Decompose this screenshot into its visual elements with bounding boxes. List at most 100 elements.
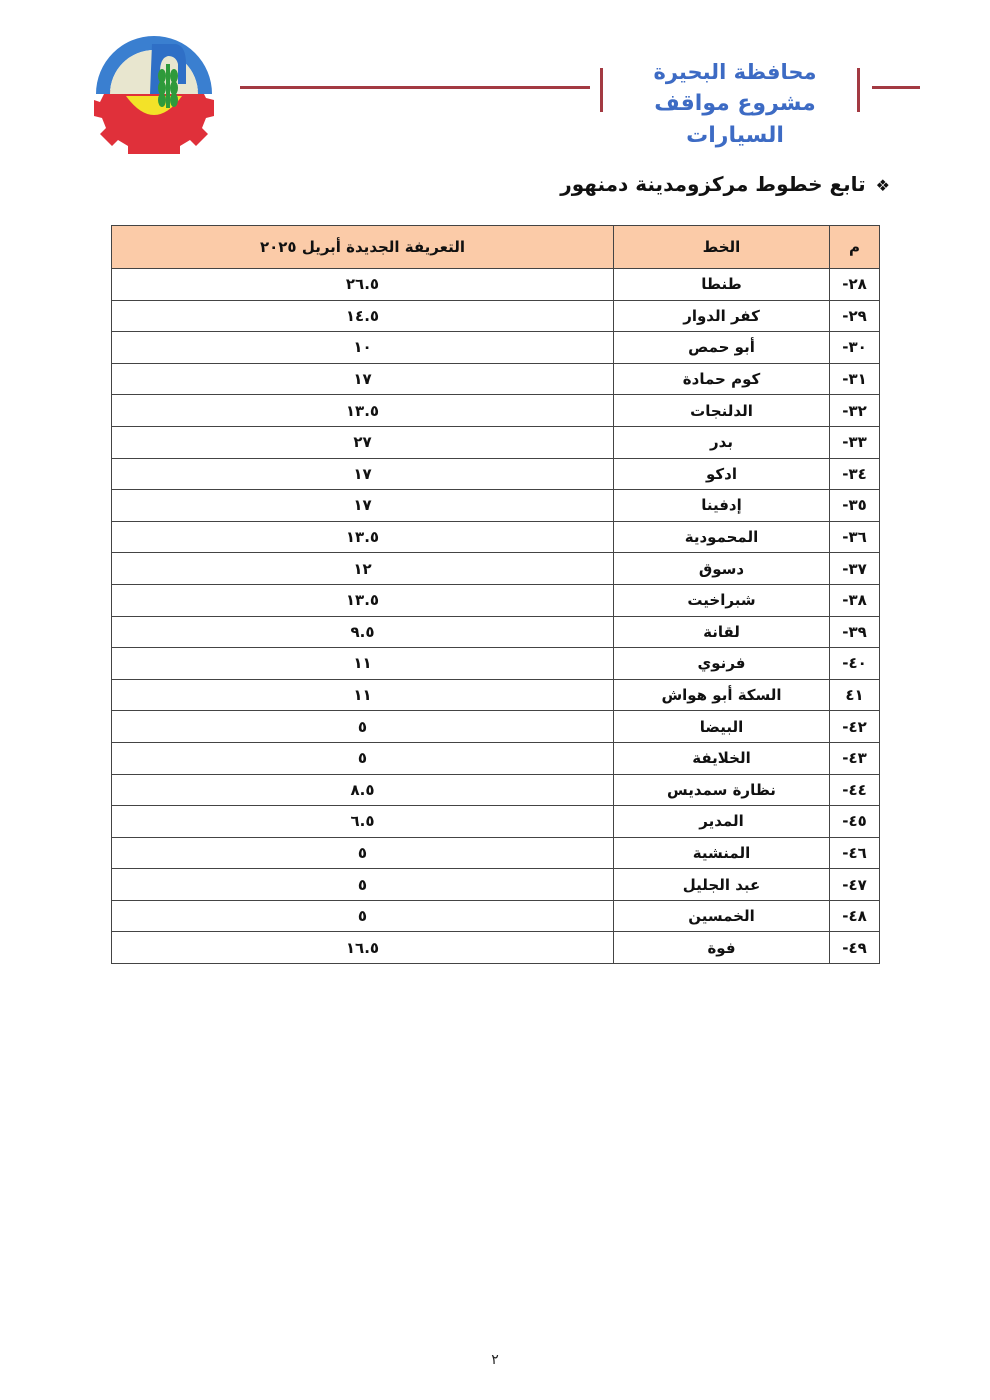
organization-title: محافظة البحيرة مشروع مواقف السيارات	[612, 56, 858, 152]
cell-tariff: ٦.٥	[111, 805, 614, 838]
table-row: ٤٢- البيضا ٥	[111, 710, 880, 743]
col-header-tariff: التعريفة الجديدة أبريل ٢٠٢٥	[111, 225, 614, 269]
cell-tariff: ١٠	[111, 331, 614, 364]
cell-tariff: ٥	[111, 899, 614, 933]
cell-line: ادكو	[613, 457, 830, 491]
cell-line: شبراخيت	[613, 583, 830, 617]
cell-tariff: ١٤.٥	[111, 299, 614, 333]
cell-line: فوة	[613, 931, 830, 965]
cell-line: طنطا	[613, 268, 830, 301]
cell-line: المدير	[613, 805, 830, 838]
cell-tariff: ١٦.٥	[111, 931, 614, 965]
cell-tariff: ٥	[111, 710, 614, 743]
cell-num: ٣١-	[829, 362, 880, 396]
col-header-line: الخط	[613, 225, 830, 269]
col-header-number: م	[829, 225, 880, 269]
table-row: ٣٣- بدر ٢٧	[111, 425, 880, 459]
cell-tariff: ٢٧	[111, 425, 614, 459]
cell-line: عبد الجليل	[613, 868, 830, 901]
cell-num: ٣٠-	[829, 331, 880, 364]
cell-line: كفر الدوار	[613, 299, 830, 333]
cell-num: ٢٩-	[829, 299, 880, 333]
cell-num: ٤٦-	[829, 836, 880, 870]
table-row: ٣٧- دسوق ١٢	[111, 552, 880, 585]
cell-line: البيضا	[613, 710, 830, 743]
cell-tariff: ٩.٥	[111, 615, 614, 649]
cell-num: ٤٣-	[829, 741, 880, 775]
cell-tariff: ١١	[111, 647, 614, 680]
section-heading: ❖ تابع خطوط مركزومدينة دمنهور	[560, 172, 890, 196]
table-row: ٣٢- الدلنجات ١٣.٥	[111, 394, 880, 427]
cell-tariff: ٥	[111, 836, 614, 870]
cell-line: الدلنجات	[613, 394, 830, 427]
cell-tariff: ٨.٥	[111, 773, 614, 807]
org-line-1: محافظة البحيرة	[653, 60, 817, 84]
header-divider-left	[600, 68, 603, 112]
header-divider-right	[857, 68, 860, 112]
table-row: ٤١ السكة أبو هواش ١١	[111, 678, 880, 712]
cell-line: أبو حمص	[613, 331, 830, 364]
cell-tariff: ١٣.٥	[111, 394, 614, 427]
cell-num: ٤١	[829, 678, 880, 712]
header-rule-right	[872, 86, 920, 89]
cell-line: بدر	[613, 425, 830, 459]
cell-num: ٣٥-	[829, 489, 880, 522]
cell-tariff: ٥	[111, 868, 614, 901]
cell-tariff: ١٧	[111, 489, 614, 522]
table-row: ٤٨- الخمسين ٥	[111, 899, 880, 933]
cell-line: لقانة	[613, 615, 830, 649]
table-row: ٣٥- إدفينا ١٧	[111, 489, 880, 522]
cell-tariff: ٥	[111, 741, 614, 775]
cell-num: ٤٤-	[829, 773, 880, 807]
cell-num: ٤٧-	[829, 868, 880, 901]
beheira-governorate-logo	[94, 36, 214, 154]
table-row: ٤٥- المدير ٦.٥	[111, 805, 880, 838]
page-number: ٢	[491, 1352, 499, 1368]
cell-line: نظارة سمديس	[613, 773, 830, 807]
table-row: ٢٨- طنطا ٢٦.٥	[111, 268, 880, 301]
cell-line: السكة أبو هواش	[613, 678, 830, 712]
org-line-2: مشروع مواقف السيارات	[654, 91, 816, 148]
table-row: ٣٨- شبراخيت ١٣.٥	[111, 583, 880, 617]
cell-line: دسوق	[613, 552, 830, 585]
cell-line: المنشية	[613, 836, 830, 870]
cell-num: ٣٧-	[829, 552, 880, 585]
table-row: ٤٤- نظارة سمديس ٨.٥	[111, 773, 880, 807]
cell-num: ٣٤-	[829, 457, 880, 491]
tariff-table: م الخط التعريفة الجديدة أبريل ٢٠٢٥ ٢٨- طن…	[111, 225, 880, 965]
table-row: ٣٠- أبو حمص ١٠	[111, 331, 880, 364]
table-row: ٤٠- فرنوي ١١	[111, 647, 880, 680]
table-row: ٣٩- لقانة ٩.٥	[111, 615, 880, 649]
cell-num: ٣٩-	[829, 615, 880, 649]
cell-tariff: ٢٦.٥	[111, 268, 614, 301]
table-header-row: م الخط التعريفة الجديدة أبريل ٢٠٢٥	[111, 225, 880, 269]
table-row: ٣١- كوم حمادة ١٧	[111, 362, 880, 396]
cell-num: ٤٥-	[829, 805, 880, 838]
cell-line: الخلايفة	[613, 741, 830, 775]
table-row: ٤٦- المنشية ٥	[111, 836, 880, 870]
table-row: ٢٩- كفر الدوار ١٤.٥	[111, 299, 880, 333]
cell-tariff: ١٢	[111, 552, 614, 585]
cell-line: المحمودية	[613, 520, 830, 554]
cell-tariff: ١٣.٥	[111, 583, 614, 617]
cell-line: إدفينا	[613, 489, 830, 522]
cell-num: ٤٩-	[829, 931, 880, 965]
table-row: ٤٩- فوة ١٦.٥	[111, 931, 880, 965]
cell-tariff: ١٧	[111, 362, 614, 396]
header-rule-left	[240, 86, 590, 89]
cell-num: ٣٣-	[829, 425, 880, 459]
table-row: ٣٦- المحمودية ١٣.٥	[111, 520, 880, 554]
cell-num: ٣٨-	[829, 583, 880, 617]
section-title: تابع خطوط مركزومدينة دمنهور	[560, 172, 866, 196]
table-row: ٤٧- عبد الجليل ٥	[111, 868, 880, 901]
cell-line: كوم حمادة	[613, 362, 830, 396]
cell-num: ٢٨-	[829, 268, 880, 301]
cell-tariff: ١٣.٥	[111, 520, 614, 554]
cell-num: ٣٢-	[829, 394, 880, 427]
table-row: ٤٣- الخلايفة ٥	[111, 741, 880, 775]
cell-num: ٤٠-	[829, 647, 880, 680]
cell-line: الخمسين	[613, 899, 830, 933]
cell-num: ٣٦-	[829, 520, 880, 554]
cell-tariff: ١١	[111, 678, 614, 712]
cell-line: فرنوي	[613, 647, 830, 680]
